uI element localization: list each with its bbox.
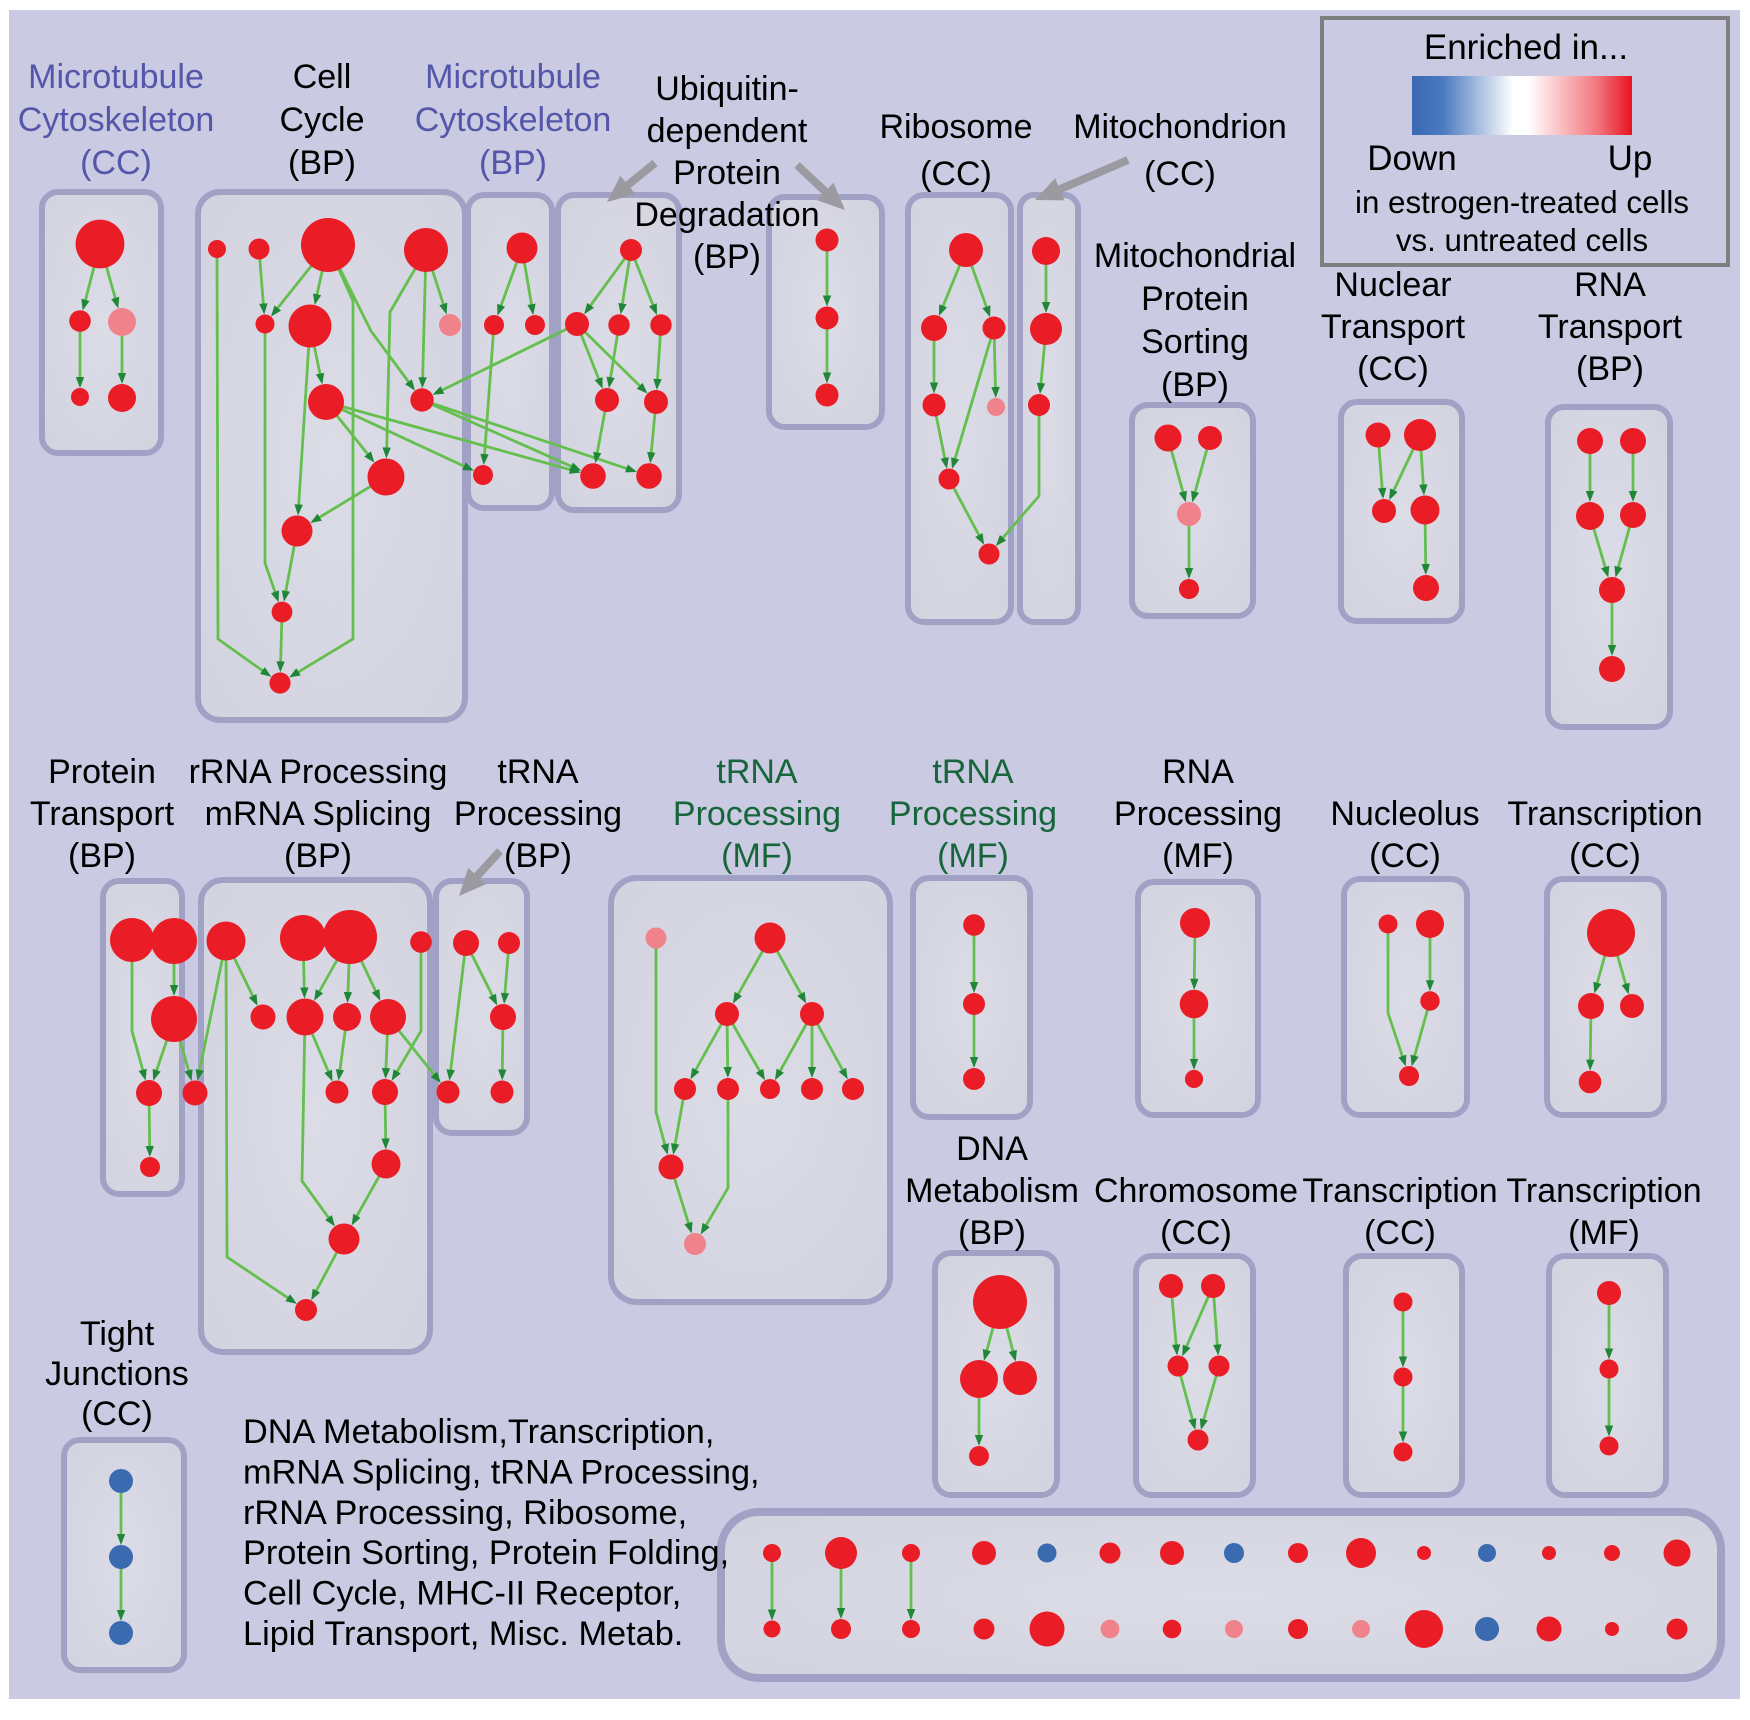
- svg-text:Microtubule: Microtubule: [425, 58, 601, 96]
- svg-text:tRNA: tRNA: [932, 753, 1014, 791]
- svg-text:(CC): (CC): [1357, 350, 1429, 388]
- svg-text:(CC): (CC): [1364, 1214, 1436, 1252]
- svg-text:vs. untreated cells: vs. untreated cells: [1396, 223, 1648, 258]
- svg-text:Mitochondrial: Mitochondrial: [1094, 237, 1296, 275]
- svg-text:Cell Cycle, MHC-II Receptor,: Cell Cycle, MHC-II Receptor,: [243, 1575, 681, 1613]
- svg-text:Down: Down: [1367, 139, 1456, 178]
- svg-text:(MF): (MF): [721, 837, 793, 875]
- svg-text:DNA: DNA: [956, 1130, 1028, 1168]
- svg-text:Lipid Transport, Misc. Metab.: Lipid Transport, Misc. Metab.: [243, 1615, 683, 1653]
- svg-text:Protein: Protein: [1141, 280, 1249, 318]
- svg-text:Tight: Tight: [80, 1315, 155, 1353]
- svg-text:RNA: RNA: [1162, 753, 1234, 791]
- svg-text:Cytoskeleton: Cytoskeleton: [415, 101, 612, 139]
- svg-text:(BP): (BP): [958, 1214, 1026, 1252]
- svg-text:(BP): (BP): [479, 144, 547, 182]
- svg-text:Processing: Processing: [454, 795, 622, 833]
- svg-text:dependent: dependent: [647, 112, 808, 150]
- svg-text:Mitochondrion: Mitochondrion: [1073, 108, 1287, 146]
- svg-text:Protein Sorting, Protein Foldi: Protein Sorting, Protein Folding,: [243, 1534, 729, 1572]
- svg-text:(CC): (CC): [1569, 837, 1641, 875]
- svg-text:(BP): (BP): [284, 837, 352, 875]
- svg-text:(CC): (CC): [920, 155, 992, 193]
- svg-text:Transport: Transport: [1538, 308, 1683, 346]
- svg-text:Transcription: Transcription: [1506, 1172, 1701, 1210]
- svg-text:RNA: RNA: [1574, 266, 1646, 304]
- svg-text:Processing: Processing: [889, 795, 1057, 833]
- svg-text:(MF): (MF): [937, 837, 1009, 875]
- svg-text:Chromosome: Chromosome: [1094, 1172, 1298, 1210]
- svg-text:(BP): (BP): [1576, 350, 1644, 388]
- svg-text:Microtubule: Microtubule: [28, 58, 204, 96]
- svg-text:Transcription: Transcription: [1302, 1172, 1497, 1210]
- svg-text:in estrogen-treated cells: in estrogen-treated cells: [1355, 185, 1689, 220]
- svg-text:Sorting: Sorting: [1141, 323, 1249, 361]
- svg-text:(CC): (CC): [81, 1395, 153, 1433]
- svg-text:Cytoskeleton: Cytoskeleton: [18, 101, 215, 139]
- svg-text:tRNA: tRNA: [497, 753, 579, 791]
- svg-text:tRNA: tRNA: [716, 753, 798, 791]
- svg-text:Ribosome: Ribosome: [879, 108, 1032, 146]
- svg-text:Up: Up: [1608, 139, 1653, 178]
- svg-text:Ubiquitin-: Ubiquitin-: [655, 70, 799, 108]
- svg-text:Enriched in...: Enriched in...: [1424, 28, 1628, 67]
- svg-text:Transport: Transport: [30, 795, 175, 833]
- svg-text:Nucleolus: Nucleolus: [1330, 795, 1479, 833]
- svg-text:Degradation: Degradation: [634, 196, 819, 234]
- svg-text:(BP): (BP): [68, 837, 136, 875]
- svg-text:Metabolism: Metabolism: [905, 1172, 1079, 1210]
- svg-text:Cell: Cell: [293, 58, 352, 96]
- svg-text:(CC): (CC): [1160, 1214, 1232, 1252]
- svg-text:rRNA Processing: rRNA Processing: [189, 753, 448, 791]
- svg-text:(BP): (BP): [504, 837, 572, 875]
- svg-text:rRNA Processing, Ribosome,: rRNA Processing, Ribosome,: [243, 1494, 687, 1532]
- svg-text:(BP): (BP): [693, 238, 761, 276]
- svg-text:Processing: Processing: [1114, 795, 1282, 833]
- svg-text:Protein: Protein: [673, 154, 781, 192]
- svg-text:Cycle: Cycle: [279, 101, 364, 139]
- svg-text:(BP): (BP): [1161, 366, 1229, 404]
- svg-text:Nuclear: Nuclear: [1334, 266, 1451, 304]
- svg-text:DNA Metabolism,Transcription,: DNA Metabolism,Transcription,: [243, 1413, 714, 1451]
- svg-text:(BP): (BP): [288, 144, 356, 182]
- svg-text:mRNA Splicing: mRNA Splicing: [205, 795, 432, 833]
- svg-text:Transport: Transport: [1321, 308, 1466, 346]
- svg-text:(CC): (CC): [1369, 837, 1441, 875]
- svg-text:(MF): (MF): [1568, 1214, 1640, 1252]
- svg-text:mRNA Splicing, tRNA Processing: mRNA Splicing, tRNA Processing,: [243, 1453, 760, 1491]
- svg-text:(CC): (CC): [80, 144, 152, 182]
- svg-text:(CC): (CC): [1144, 155, 1216, 193]
- svg-text:Junctions: Junctions: [45, 1355, 189, 1393]
- svg-text:Transcription: Transcription: [1507, 795, 1702, 833]
- svg-text:(MF): (MF): [1162, 837, 1234, 875]
- svg-text:Protein: Protein: [48, 753, 156, 791]
- svg-text:Processing: Processing: [673, 795, 841, 833]
